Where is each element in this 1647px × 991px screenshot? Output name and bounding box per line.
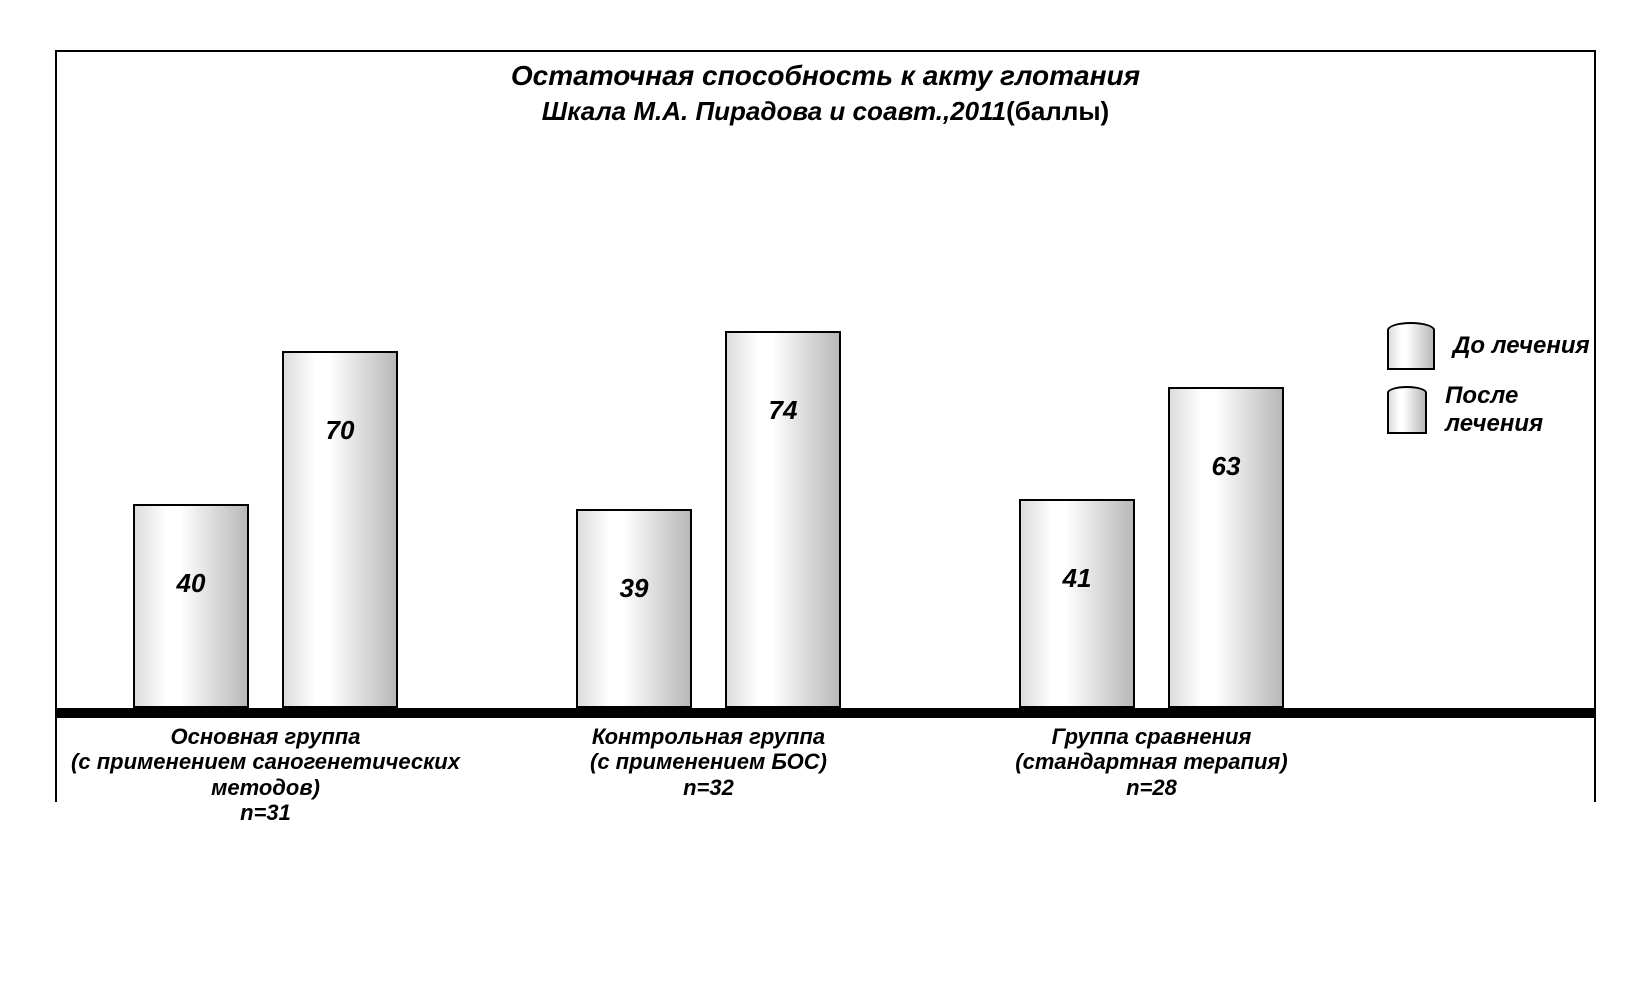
bar-after: 70 <box>282 351 398 708</box>
category-label-line: n=32 <box>683 775 734 800</box>
legend-swatch <box>1387 386 1427 434</box>
baseline <box>57 708 1594 718</box>
bar-value-label: 41 <box>1063 563 1092 594</box>
category-label-line: n=31 <box>240 800 291 825</box>
category-label-line: Группа сравнения <box>1052 724 1252 749</box>
category-label-line: Контрольная группа <box>592 724 825 749</box>
category-label-line: (стандартная терапия) <box>1015 749 1287 774</box>
chart-subtitle-value: (баллы) <box>1006 96 1109 127</box>
bar-value-label: 74 <box>769 395 798 426</box>
bar-body <box>1019 520 1135 708</box>
legend-item-after: После лечения <box>1387 382 1594 438</box>
plot-area: Остаточная способность к акту глотания Шк… <box>55 50 1596 802</box>
chart-title: Остаточная способность к акту глотания <box>57 60 1594 92</box>
legend-text: До лечения <box>1453 332 1590 360</box>
chart-root: Остаточная способность к акту глотания Шк… <box>0 0 1647 991</box>
category-label-line: n=28 <box>1126 775 1177 800</box>
bar-before: 39 <box>576 509 692 708</box>
bar-body <box>576 530 692 708</box>
bar-before: 40 <box>133 504 249 708</box>
category-label: Контрольная группа(с применением БОС)n=3… <box>489 724 929 800</box>
bar-before: 41 <box>1019 499 1135 708</box>
bar-value-label: 63 <box>1212 451 1241 482</box>
legend-text: После лечения <box>1445 382 1594 438</box>
legend-item-before: До лечения <box>1387 322 1590 370</box>
bar-after: 74 <box>725 331 841 708</box>
bar-value-label: 40 <box>177 568 206 599</box>
bar-body <box>133 525 249 708</box>
category-label: Основная группа(с применением саногенети… <box>46 724 486 825</box>
bar-after: 63 <box>1168 387 1284 708</box>
category-label: Группа сравнения(стандартная терапия)n=2… <box>932 724 1372 800</box>
chart-subtitle: Шкала М.А. Пирадова и соавт.,2011 (баллы… <box>57 96 1594 127</box>
category-label-line: (с применением БОС) <box>590 749 827 774</box>
category-label-line: Основная группа <box>171 724 361 749</box>
bar-value-label: 70 <box>326 415 355 446</box>
category-label-line: (с применением саногенетических методов) <box>71 749 460 799</box>
legend-swatch <box>1387 322 1435 370</box>
chart-subtitle-key: Шкала М.А. Пирадова и соавт.,2011 <box>542 96 1006 127</box>
bar-value-label: 39 <box>620 573 649 604</box>
